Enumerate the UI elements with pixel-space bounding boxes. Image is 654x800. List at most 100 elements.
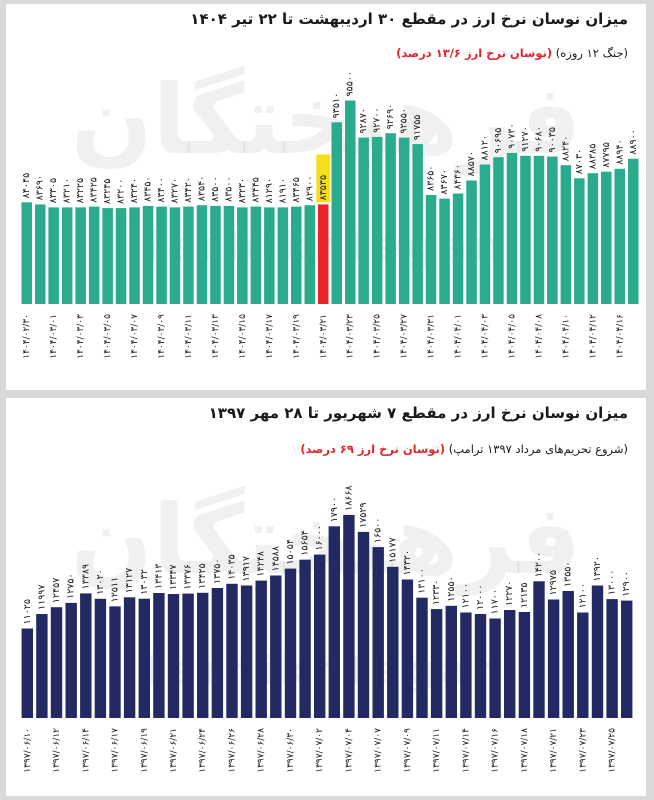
- category-label: ۱۴۰۴/۰۴/۰۵: [508, 314, 518, 359]
- data-label: ۸۳۴۵۰: [143, 176, 154, 202]
- data-label: ۹۰۶۸۰: [533, 126, 544, 152]
- bar: [156, 206, 167, 304]
- data-label: ۱۵۰۵۴: [285, 539, 296, 565]
- subtitle-highlight: (نوسان نرخ ارز ۱۳/۶ درصد): [396, 46, 553, 60]
- category-label: ۱۴۰۴/۰۴/۱۰: [561, 314, 571, 359]
- bar: [343, 514, 355, 718]
- bar: [211, 588, 224, 718]
- data-label: ۸۳۳۰۵: [48, 178, 59, 204]
- data-label: ۱۳۵۵۰: [563, 561, 574, 587]
- bar: [562, 591, 574, 718]
- data-label: ۱۴۰۳۵: [227, 554, 238, 580]
- data-label: ۱۶۵۰۰: [373, 518, 384, 544]
- data-label: ۱۲۰۰۰: [475, 584, 486, 610]
- bar: [328, 526, 340, 718]
- bar: [109, 606, 121, 718]
- category-label: ۱۳۹۷/۰۶/۲۱: [169, 728, 179, 773]
- data-label: ۸۳۵۳۵: [318, 175, 329, 201]
- data-label: ۸۳۶۵۰: [426, 165, 437, 191]
- data-label: ۱۳۷۵۰: [212, 558, 223, 584]
- category-label: ۱۴۰۴/۰۴/۱۲: [588, 314, 598, 359]
- bar: [439, 198, 450, 304]
- category-label: ۱۴۰۴/۰۳/۰۷: [130, 314, 140, 359]
- data-label: ۱۱۰۲۵: [22, 599, 33, 625]
- category-label: ۱۴۰۴/۰۴/۱۶: [615, 314, 625, 359]
- subtitle-text: (جنگ ۱۲ روزه): [555, 46, 628, 60]
- data-label: ۸۳۶۷۰: [439, 169, 450, 195]
- bar: [401, 579, 414, 718]
- bar: [115, 208, 127, 304]
- data-label: ۹۲۷۰۰: [372, 107, 383, 133]
- bar: [299, 559, 311, 718]
- bar: [210, 205, 221, 304]
- bar: [614, 168, 625, 304]
- data-label: ۱۲۵۱۱: [110, 577, 121, 603]
- data-label: ۸۸۱۲۰: [480, 135, 491, 161]
- bar: [416, 597, 428, 718]
- data-label: ۸۳۲۴۰: [129, 178, 140, 204]
- bar-chart-2: ۱۱۰۲۵ ۱۳۹۷/۰۶/۱۰ ۱۱۹۹۷ ۱۲۴۵۷ ۱۳۹۷/۰۶/۱۲ ۱۲۷۵۰…: [21, 485, 633, 773]
- data-label: ۸۸۲۴۰: [560, 136, 571, 162]
- data-label: ۱۵۶۵۴: [300, 530, 311, 556]
- category-label: ۱۴۰۴/۰۳/۲۵: [373, 314, 383, 359]
- bar: [504, 610, 516, 718]
- bar: [371, 136, 383, 304]
- data-label: ۹۱۷۵۵: [412, 115, 423, 141]
- bar: [606, 599, 618, 718]
- category-label: ۱۴۰۴/۰۴/۰۱: [454, 314, 464, 359]
- category-label: ۱۴۰۴/۰۲/۳۰: [22, 314, 32, 359]
- data-label: ۱۳۳۸۹: [80, 564, 91, 590]
- bar: [430, 609, 443, 718]
- data-label: ۸۳۲۴۵: [102, 179, 113, 205]
- bar: [169, 207, 181, 304]
- data-label: ۱۲۴۵۷: [51, 578, 62, 604]
- bar: [138, 598, 150, 718]
- chart-panel-1: فرهیختگان farhikhtegan میزان نوسان نرخ ا…: [6, 4, 646, 390]
- bar: [506, 152, 518, 304]
- data-label: ۸۳۴۲۰: [183, 177, 194, 203]
- bar: [102, 208, 113, 304]
- data-label: ۱۱۷۰۰: [490, 589, 501, 615]
- category-label: ۱۳۹۷/۰۶/۲۶: [228, 728, 238, 773]
- data-label: ۱۷۹۰۰: [329, 497, 340, 523]
- bar: [520, 155, 531, 304]
- data-label: ۱۲۷۵۰: [66, 573, 77, 599]
- chart-subtitle: (جنگ ۱۲ روزه) (نوسان نرخ ارز ۱۳/۶ درصد): [396, 46, 628, 60]
- category-label: ۱۴۰۴/۰۳/۱۳: [211, 314, 221, 359]
- bar: [601, 171, 612, 304]
- bar: [533, 581, 545, 718]
- category-label: ۱۴۰۴/۰۴/۰۳: [481, 314, 491, 359]
- data-label: ۸۳۵۰۰: [210, 176, 221, 202]
- bar: [533, 155, 545, 304]
- data-label: ۱۴۵۸۸: [270, 546, 281, 572]
- bar-chart-1: ۸۴۰۴۵ ۱۴۰۴/۰۲/۳۰ ۸۳۶۹۰ ۸۳۳۰۵ ۱۴۰۴/۰۳/۰۱ ۸۳۲۱۰…: [21, 71, 639, 359]
- bar: [358, 137, 369, 304]
- bar: [489, 618, 501, 718]
- chart-title: میزان نوسان نرخ ارز در مقطع ۷ شهریور تا …: [208, 404, 628, 422]
- data-label: ۸۴۳۶۰: [453, 164, 464, 190]
- category-label: ۱۳۹۷/۰۶/۱۴: [81, 728, 91, 773]
- bar: [304, 205, 315, 304]
- category-label: ۱۴۰۴/۰۳/۱۹: [292, 314, 302, 359]
- category-label: ۱۳۹۷/۰۷/۲۳: [578, 728, 588, 773]
- bar: [357, 531, 370, 718]
- bar: [425, 195, 437, 304]
- category-label: ۱۴۰۴/۰۳/۰۵: [103, 314, 113, 359]
- data-label: ۸۸۵۷۰: [466, 151, 477, 177]
- bar: [237, 207, 248, 304]
- bar: [65, 602, 77, 718]
- bar: [547, 599, 560, 718]
- category-label: ۱۳۹۷/۰۷/۲۱: [549, 728, 559, 773]
- bar: [587, 173, 599, 304]
- data-label: ۸۳۶۹۰: [35, 175, 46, 201]
- data-label: ۱۳۰۲۰: [95, 569, 106, 595]
- bar: [50, 607, 63, 718]
- chart-subtitle: (شروع تحریم‌های مرداد ۱۳۹۷ ترامپ) (نوسان…: [300, 442, 628, 456]
- data-label: ۸۳۴۶۵: [291, 177, 302, 203]
- bar: [385, 133, 396, 304]
- bar: [123, 597, 136, 718]
- data-label: ۱۲۱۰۰: [460, 583, 471, 609]
- bar: [250, 206, 262, 304]
- bar: [547, 156, 558, 304]
- data-label: ۱۳۰۳۲: [139, 569, 150, 595]
